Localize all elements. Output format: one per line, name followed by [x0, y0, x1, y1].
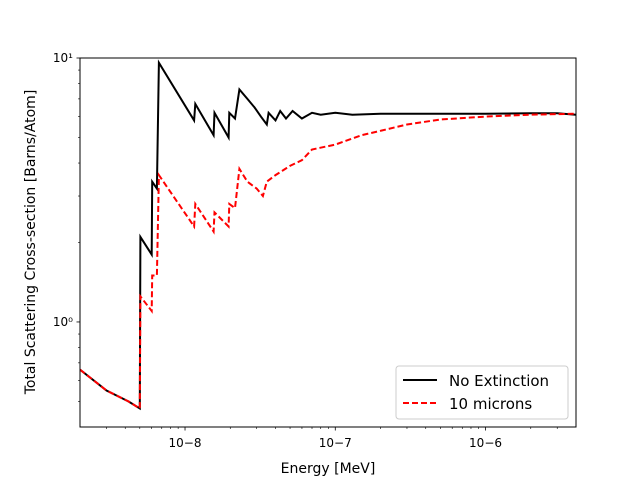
y-axis-label: Total Scattering Cross-section [Barns/At… — [23, 90, 39, 396]
legend-box — [395, 365, 569, 420]
x-axis-label: Energy [MeV] — [281, 461, 376, 477]
y-tick-label: 10⁰ — [53, 315, 73, 329]
tick-layer: 10−8 10−7 10−6 10⁰ 10¹ — [53, 51, 558, 450]
y-tick-label: 10¹ — [53, 51, 73, 65]
legend-label-no-extinction: No Extinction — [449, 372, 549, 390]
x-tick-label: 10−7 — [319, 436, 352, 450]
legend: No Extinction 10 microns — [395, 365, 569, 420]
series-line-10-microns — [80, 112, 576, 411]
x-tick-label: 10−8 — [169, 436, 202, 450]
x-tick-label: 10−6 — [469, 436, 502, 450]
series-line-no-extinction — [80, 59, 576, 411]
series-layer — [80, 59, 576, 411]
legend-label-10-microns: 10 microns — [449, 395, 532, 413]
